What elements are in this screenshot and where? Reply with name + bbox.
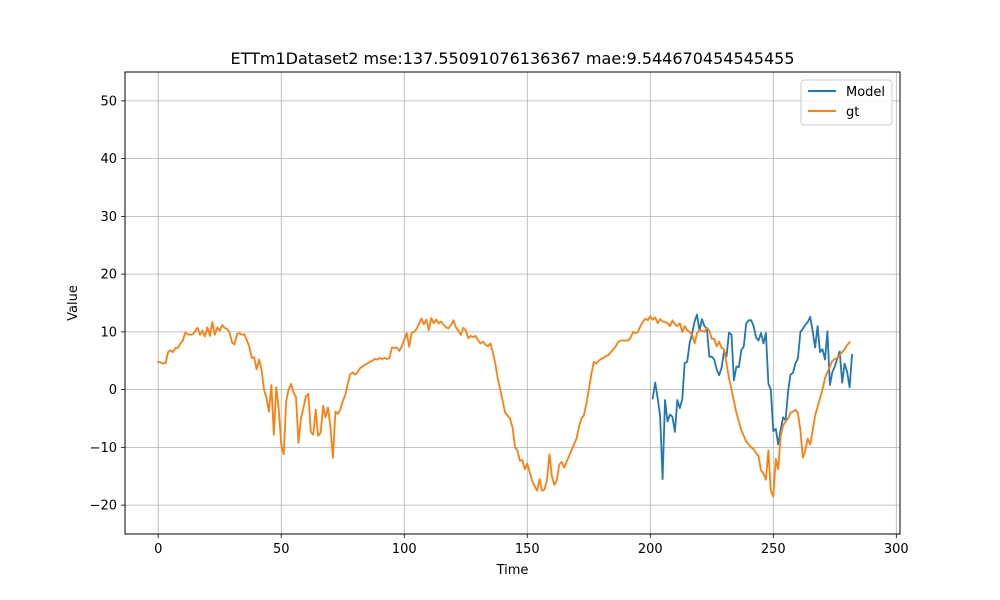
x-tick-label: 300: [884, 542, 909, 557]
y-tick-label: −20: [90, 499, 117, 514]
x-tick-label: 0: [154, 542, 162, 557]
y-tick-label: 10: [100, 325, 117, 340]
x-tick-label: 50: [273, 542, 290, 557]
x-tick-label: 150: [515, 542, 540, 557]
y-tick-label: 40: [100, 152, 117, 167]
legend: Model gt: [800, 79, 893, 126]
y-tick-label: 50: [100, 94, 117, 109]
x-tick-label: 200: [638, 542, 663, 557]
legend-label-model: Model: [846, 85, 885, 100]
x-axis-ticks: 0 50 100 150 200 250 300: [154, 534, 909, 557]
chart-title: ETTm1Dataset2 mse:137.55091076136367 mae…: [230, 49, 794, 68]
x-tick-label: 250: [761, 542, 786, 557]
series-lines: [157, 313, 853, 498]
y-tick-label: 30: [100, 210, 117, 225]
legend-label-gt: gt: [846, 105, 859, 120]
plot-area-frame: [124, 71, 901, 535]
y-axis-ticks: −20 −10 0 10 20 30 40 50: [90, 94, 125, 514]
x-axis-label: Time: [496, 563, 529, 578]
series-line-model: [651, 313, 853, 481]
y-tick-label: 0: [109, 383, 117, 398]
y-tick-label: 20: [100, 268, 117, 283]
y-axis-label: Value: [66, 285, 81, 321]
y-tick-label: −10: [90, 441, 117, 456]
x-tick-label: 100: [392, 542, 417, 557]
series-line-gt: [157, 315, 851, 498]
